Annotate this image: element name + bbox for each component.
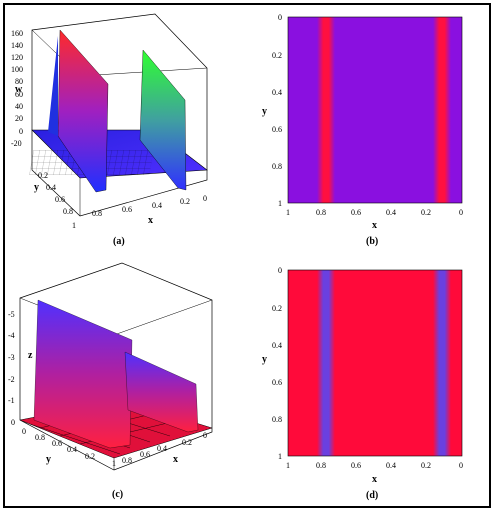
z-tick: -20	[11, 139, 22, 148]
y-axis-label: y	[262, 106, 267, 117]
y-tick: 1	[278, 199, 282, 208]
z-tick: -3	[8, 353, 15, 362]
y-tick: 0.2	[272, 51, 282, 60]
y-axis-label: y	[46, 454, 51, 465]
y-ticks-c: 1 0.8 0.6 0.4 0.2 0	[22, 427, 116, 468]
figure-frame	[3, 3, 491, 508]
x-tick: 0.2	[421, 461, 431, 470]
x-ticks-a: 0.8 0.6 0.4 0.2 0	[92, 194, 207, 218]
stripe-b-2	[433, 17, 451, 203]
x-tick: 0.2	[180, 197, 190, 206]
z-tick: 60	[15, 90, 23, 99]
y-tick: 0	[22, 427, 26, 436]
z-tick: 0	[19, 127, 23, 136]
y-tick: 0	[278, 266, 282, 275]
x-tick: 0.8	[316, 208, 326, 217]
stripe-d-2	[433, 270, 451, 456]
y-tick: 0.4	[67, 445, 77, 454]
y-tick: 0.6	[55, 195, 65, 204]
z-tick: -4	[8, 331, 15, 340]
x-tick: 0	[203, 194, 207, 203]
x-tick: 1	[286, 208, 290, 217]
x-tick: 0.8	[316, 461, 326, 470]
z-tick: 20	[15, 114, 23, 123]
x-ticks-c: 0.8 0.6 0.4 0.2 0	[122, 431, 207, 465]
y-tick: 0.4	[272, 88, 282, 97]
z-tick: 120	[11, 53, 23, 62]
y-tick: 0.8	[272, 415, 282, 424]
caption-c: (c)	[112, 489, 123, 500]
caption-a: (a)	[113, 236, 125, 247]
y-ticks-b: 0 0.2 0.4 0.6 0.8 1	[272, 13, 282, 208]
z-ticks-a: 160 140 120 100 80 60 40 20 0 -20	[11, 29, 23, 148]
z-tick: 140	[11, 41, 23, 50]
y-tick: 1	[72, 221, 76, 230]
surface-trough-2	[124, 351, 199, 433]
x-tick: 0.4	[386, 461, 396, 470]
y-tick: 0.8	[35, 433, 45, 442]
x-tick: 0.8	[122, 456, 132, 465]
x-tick: 0.4	[157, 444, 167, 453]
z-tick: -2	[8, 375, 15, 384]
x-tick: 0.4	[152, 201, 162, 210]
y-tick: 0.6	[272, 378, 282, 387]
z-tick: 100	[11, 65, 23, 74]
x-tick: 0.6	[122, 205, 132, 214]
x-axis-label: x	[173, 454, 178, 465]
x-axis-label: x	[372, 220, 377, 231]
z-tick: 160	[11, 29, 23, 38]
x-ticks-d: 1 0.8 0.6 0.4 0.2 0	[286, 461, 463, 470]
x-tick: 0	[203, 431, 207, 440]
y-tick: 0.8	[272, 162, 282, 171]
z-tick: 0	[11, 418, 15, 427]
y-tick: 0.4	[46, 183, 56, 192]
x-tick: 0.6	[351, 461, 361, 470]
stripe-d-1	[317, 270, 335, 456]
x-tick: 0	[459, 208, 463, 217]
y-ticks-d: 0 0.2 0.4 0.6 0.8 1	[272, 266, 282, 461]
panel-d: 0 0.2 0.4 0.6 0.8 1 1 0.8 0.6 0.4 0.2 0 …	[262, 266, 463, 501]
x-tick: 0.8	[92, 209, 102, 218]
surface-peak-1	[57, 29, 109, 193]
z-axis-label: w	[15, 84, 23, 95]
z-axis-label: z	[28, 350, 33, 361]
x-ticks-b: 1 0.8 0.6 0.4 0.2 0	[286, 208, 463, 217]
y-tick: 0.6	[52, 439, 62, 448]
y-ticks-a: 1 0.8 0.6 0.4 0.2	[38, 171, 76, 230]
y-tick: 0.8	[63, 207, 73, 216]
x-tick: 0.6	[140, 450, 150, 459]
surface-trough-1	[33, 299, 133, 449]
x-axis-label: x	[148, 215, 153, 226]
y-tick: 1	[112, 459, 116, 468]
x-tick: 1	[286, 461, 290, 470]
z-ticks-c: -5 -4 -3 -2 -1 0	[8, 310, 15, 427]
surface-peak-2	[139, 49, 187, 191]
y-tick: 0.4	[272, 341, 282, 350]
y-tick: 0	[278, 13, 282, 22]
y-tick: 0.6	[272, 125, 282, 134]
z-tick: -5	[8, 310, 15, 319]
stripe-b-1	[317, 17, 335, 203]
x-tick: 0.6	[351, 208, 361, 217]
z-tick: 80	[15, 77, 23, 86]
x-tick: 0.2	[182, 438, 192, 447]
panel-a: 160 140 120 100 80 60 40 20 0 -20 w y x …	[11, 13, 208, 247]
y-tick: 0.2	[38, 171, 48, 180]
y-tick: 0.2	[272, 304, 282, 313]
y-tick: 1	[278, 452, 282, 461]
x-axis-label: x	[372, 474, 377, 485]
y-axis-label: y	[34, 182, 39, 193]
z-tick: 40	[15, 102, 23, 111]
panel-b: 0 0.2 0.4 0.6 0.8 1 1 0.8 0.6 0.4 0.2 0 …	[262, 13, 463, 247]
panel-c: -5 -4 -3 -2 -1 0 z y x 1 0.8 0.6 0.4 0.2…	[8, 262, 213, 500]
x-tick: 0.4	[386, 208, 396, 217]
caption-d: (d)	[366, 490, 378, 501]
caption-b: (b)	[366, 236, 378, 247]
y-tick: 0.2	[85, 452, 95, 461]
z-tick: -1	[8, 396, 15, 405]
x-tick: 0.2	[421, 208, 431, 217]
x-tick: 0	[459, 461, 463, 470]
y-axis-label: y	[262, 354, 267, 365]
